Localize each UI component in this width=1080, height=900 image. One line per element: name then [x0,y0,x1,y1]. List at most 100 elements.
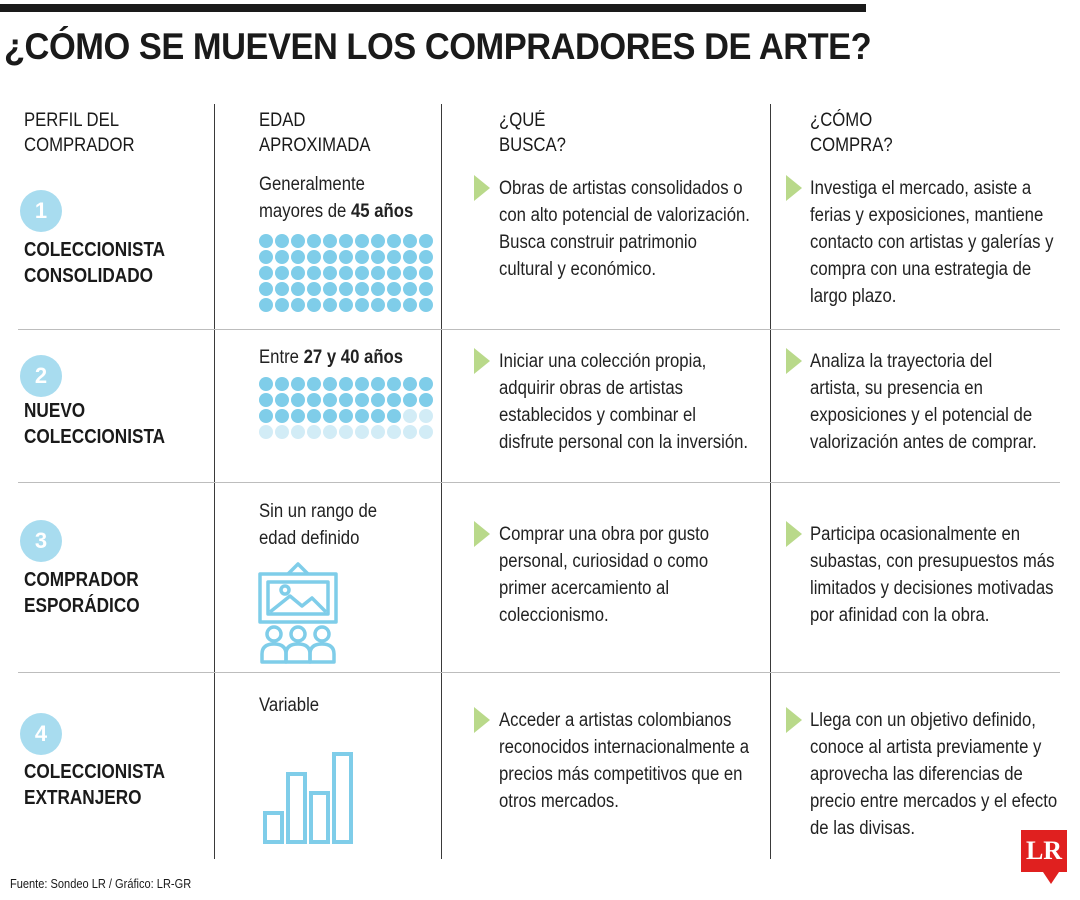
dot-filled [339,393,353,407]
header-seeks: ¿QUÉ BUSCA? [499,110,566,156]
dot-filled [339,377,353,391]
dot-filled [371,393,385,407]
seeks-text: Acceder a artistas colombianos reconocido… [499,710,750,812]
profile-name: COMPRADOR ESPORÁDICO [24,569,140,617]
dot-filled [275,377,289,391]
row-divider [18,329,1060,330]
dot-filled [355,409,369,423]
age-range: Variable [259,695,320,716]
row-number-badge: 2 [20,355,62,397]
dot-filled [307,298,321,312]
dot-filled [291,298,305,312]
dot-filled [307,377,321,391]
dot-filled [419,234,433,248]
dot-filled [419,298,433,312]
triangle-bullet-icon [474,348,490,374]
dot-filled [371,250,385,264]
dot-filled [275,393,289,407]
column-divider [770,104,771,859]
dot-filled [419,282,433,296]
age-range: Sin un rango de edad definido [259,501,378,549]
age-dot-grid [259,377,433,439]
seeks-text: Obras de artistas consolidados o con alto… [499,178,750,280]
triangle-bullet-icon [474,521,490,547]
header-age: EDAD APROXIMADA [259,110,371,156]
dot-filled [355,377,369,391]
top-rule [0,4,866,12]
dot-filled [307,266,321,280]
dot-filled [259,393,273,407]
dot-filled [419,393,433,407]
dot-empty [419,409,433,423]
dot-empty [323,425,337,439]
dot-empty [259,425,273,439]
dot-empty [403,425,417,439]
dot-filled [339,298,353,312]
dot-filled [291,282,305,296]
dot-empty [403,409,417,423]
dot-filled [307,393,321,407]
dot-filled [275,234,289,248]
dot-filled [371,377,385,391]
profile-name: NUEVO COLECCIONISTA [24,400,166,448]
dot-filled [403,377,417,391]
triangle-bullet-icon [786,521,802,547]
header-profile: PERFIL DEL COMPRADOR [24,110,135,156]
triangle-bullet-icon [786,348,802,374]
dot-filled [323,282,337,296]
dot-filled [291,393,305,407]
dot-empty [371,425,385,439]
row-divider [18,672,1060,673]
triangle-bullet-icon [786,707,802,733]
age-range: Generalmente mayores de 45 años [259,174,414,222]
dot-filled [339,409,353,423]
dot-filled [403,298,417,312]
dot-empty [275,425,289,439]
row-number-badge: 3 [20,520,62,562]
triangle-bullet-icon [786,175,802,201]
dot-filled [371,234,385,248]
age-range: Entre 27 y 40 años [259,347,404,368]
dot-filled [387,377,401,391]
dot-filled [259,409,273,423]
dot-filled [355,393,369,407]
dot-filled [355,282,369,296]
dot-empty [339,425,353,439]
dot-filled [323,266,337,280]
dot-filled [291,409,305,423]
dot-filled [291,234,305,248]
source-credit: Fuente: Sondeo LR / Gráfico: LR-GR [10,876,192,891]
dot-filled [259,298,273,312]
triangle-bullet-icon [474,175,490,201]
dot-filled [387,298,401,312]
dot-filled [291,250,305,264]
dot-filled [259,266,273,280]
profile-name: COLECCIONISTA CONSOLIDADO [24,239,166,287]
dot-empty [307,425,321,439]
dot-filled [355,250,369,264]
dot-filled [259,377,273,391]
page-title: ¿CÓMO SE MUEVEN LOS COMPRADORES DE ARTE? [4,26,872,67]
buys-text: Llega con un objetivo definido, conoce al… [810,710,1058,839]
buys-text: Analiza la trayectoria del artista, su pr… [810,351,1037,453]
dot-filled [403,393,417,407]
dot-filled [387,409,401,423]
lr-logo-tail [1043,872,1059,884]
dot-filled [275,266,289,280]
dot-filled [339,266,353,280]
dot-filled [307,409,321,423]
header-buys: ¿CÓMO COMPRA? [810,110,893,156]
dot-filled [355,234,369,248]
dot-filled [291,266,305,280]
buys-text: Investiga el mercado, asiste a ferias y e… [810,178,1054,307]
dot-filled [419,377,433,391]
dot-empty [419,425,433,439]
dot-filled [403,234,417,248]
dot-filled [259,250,273,264]
dot-filled [275,282,289,296]
dot-filled [371,282,385,296]
dot-empty [387,425,401,439]
row-divider [18,482,1060,483]
dot-filled [323,409,337,423]
dot-filled [307,250,321,264]
